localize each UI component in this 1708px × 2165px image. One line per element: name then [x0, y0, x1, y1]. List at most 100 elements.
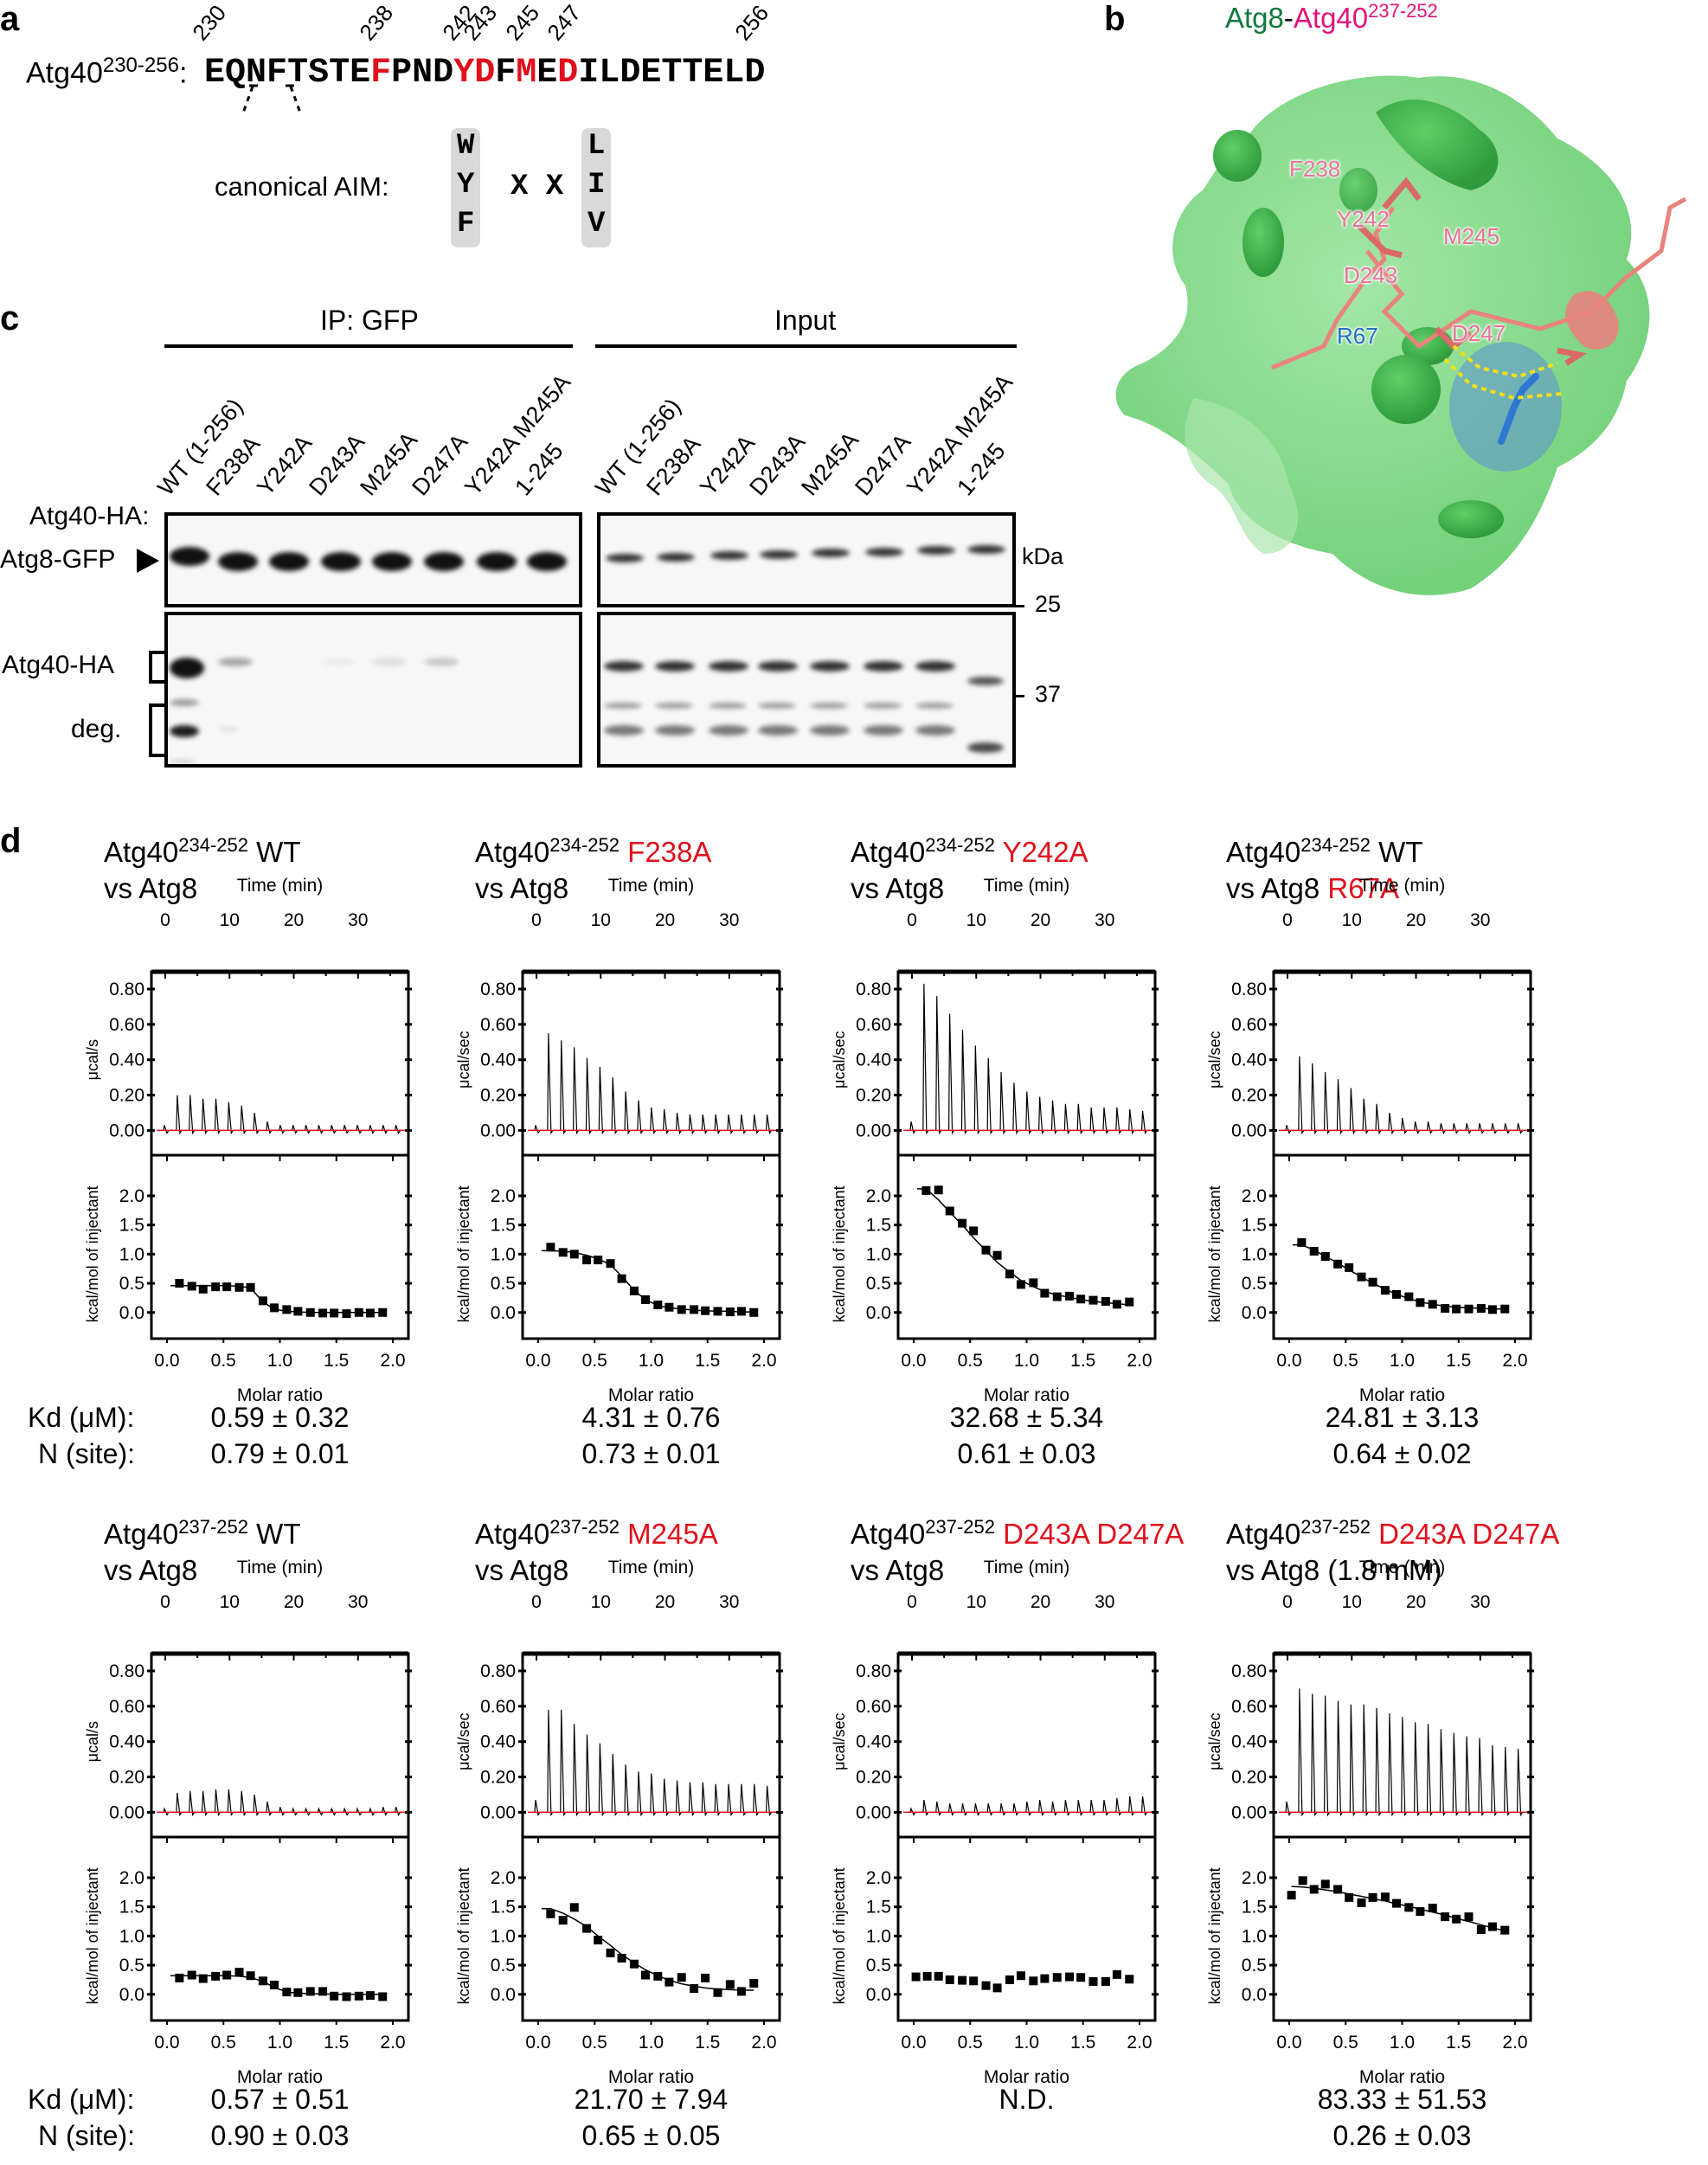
input-atg8-gfp-band — [967, 544, 1005, 554]
aim-residue-I: I — [588, 169, 606, 202]
arrowhead-icon — [137, 549, 159, 573]
aim-connector-lines — [241, 84, 303, 116]
ip-atg8-gfp-band — [424, 552, 464, 571]
itc-chart: Time (min) 0 10 20 30 0.80 0.60 0.40 0.20 0.00 μca… — [84, 876, 412, 1405]
svg-text:0.0: 0.0 — [491, 1303, 516, 1323]
itc-chart: Time (min) 0 10 20 30 0.80 0.60 0.40 0.20 0.00 μca… — [831, 876, 1159, 1405]
svg-text:20: 20 — [284, 1592, 304, 1612]
residue-21: E — [640, 54, 662, 93]
blot-ip-atg40-ha — [164, 612, 582, 768]
svg-text:30: 30 — [348, 1592, 368, 1612]
svg-text:0.0: 0.0 — [1276, 2033, 1301, 2053]
aim-hydrophobic-box — [581, 128, 611, 247]
kd-value: 0.57 ± 0.51 — [210, 2084, 350, 2115]
svg-text:20: 20 — [1031, 1592, 1050, 1612]
itc-title: Atg40234-252 Y242A vs Atg8 — [851, 834, 1088, 904]
svg-text:1.0: 1.0 — [267, 2033, 292, 2053]
enthalpy-axis-label: kcal/mol of injectant — [455, 1185, 472, 1322]
ip-atg8-gfp-band — [372, 552, 412, 571]
n-value: 0.73 ± 0.01 — [581, 1438, 721, 1469]
residue-label-d247: D247 — [1452, 320, 1506, 346]
svg-text:2.0: 2.0 — [1127, 1351, 1152, 1371]
svg-text:2.0: 2.0 — [751, 1351, 776, 1371]
panel-b-label: b — [1104, 0, 1126, 38]
svg-text:0.5: 0.5 — [119, 1956, 144, 1975]
time-axis-label: Time (min) — [1359, 876, 1446, 896]
sequence-range: 230-256 — [102, 54, 179, 77]
molar-ratio-label: Molar ratio — [984, 2067, 1069, 2087]
aim-residue-W: W — [457, 130, 475, 163]
svg-text:0: 0 — [1282, 1592, 1293, 1612]
svg-text:0.0: 0.0 — [1276, 1351, 1301, 1371]
input-atg40-ha-band — [758, 661, 798, 671]
kd-value: 24.81 ± 3.13 — [1325, 1402, 1480, 1433]
residue-7: E — [350, 54, 371, 93]
svg-text:0: 0 — [160, 1592, 170, 1612]
panel-d-label: d — [0, 822, 22, 860]
title-atg8: Atg8 — [1225, 2, 1284, 34]
input-bracket — [595, 344, 1017, 348]
svg-text:0.40: 0.40 — [480, 1732, 516, 1752]
svg-text:0.0: 0.0 — [525, 2033, 550, 2053]
molar-ratio-label: Molar ratio — [608, 1385, 694, 1405]
svg-text:0.40: 0.40 — [1231, 1732, 1267, 1752]
svg-text:0.80: 0.80 — [856, 1661, 891, 1681]
svg-text:2.0: 2.0 — [119, 1868, 144, 1888]
enthalpy-axis-label: kcal/mol of injectant — [831, 1867, 848, 2004]
svg-text:0.0: 0.0 — [119, 1985, 144, 2005]
itc-chart: Time (min) 0 10 20 30 0.80 0.60 0.40 0.20 0.00 μca… — [1206, 1558, 1534, 2087]
input-atg8-gfp-band — [812, 549, 850, 557]
input-deg-band — [864, 703, 902, 709]
svg-text:10: 10 — [591, 1592, 611, 1612]
sequence-label: Atg40230-256: — [26, 54, 187, 90]
residue-23: T — [682, 54, 703, 93]
svg-text:20: 20 — [655, 1592, 675, 1612]
svg-text:0.40: 0.40 — [480, 1050, 516, 1070]
residue-12: Y — [453, 54, 475, 93]
svg-text:2.0: 2.0 — [380, 2033, 405, 2053]
kda-unit: kDa — [1022, 543, 1064, 569]
input-deg-band — [864, 725, 903, 736]
ip-deg-band — [170, 760, 196, 763]
svg-text:30: 30 — [719, 910, 739, 930]
residue-8: F — [370, 54, 392, 93]
svg-text:0.00: 0.00 — [1231, 1121, 1267, 1140]
svg-text:1.0: 1.0 — [866, 1926, 891, 1946]
aim-spacer: X X — [510, 170, 564, 203]
input-atg8-gfp-band — [917, 546, 955, 555]
svg-text:0.0: 0.0 — [154, 1351, 179, 1371]
svg-text:0.00: 0.00 — [109, 1121, 144, 1140]
svg-text:10: 10 — [966, 910, 986, 930]
ip-gfp-header: IP: GFP — [320, 305, 419, 336]
n-value: 0.79 ± 0.01 — [210, 1438, 350, 1469]
power-axis-label: μcal/sec — [831, 1712, 848, 1770]
svg-text:2.0: 2.0 — [751, 2033, 776, 2053]
svg-text:0.40: 0.40 — [109, 1732, 144, 1752]
input-atg40-ha-band — [810, 661, 850, 671]
svg-text:0: 0 — [160, 910, 170, 930]
itc-chart: Time (min) 0 10 20 30 0.80 0.60 0.40 0.20 0.00 μca… — [455, 876, 783, 1405]
residue-6: T — [329, 54, 350, 93]
mw-tick-37 — [1012, 695, 1024, 697]
itc-chart: Time (min) 0 10 20 30 0.80 0.60 0.40 0.20 0.00 μca… — [1206, 876, 1534, 1405]
input-deg-band — [810, 703, 848, 709]
time-axis-label: Time (min) — [237, 876, 324, 896]
input-atg40-ha-band — [915, 661, 955, 671]
svg-text:30: 30 — [1470, 1592, 1490, 1612]
residue-label-f238: F238 — [1289, 156, 1341, 182]
svg-text:10: 10 — [591, 910, 611, 930]
canonical-aim-label: canonical AIM: — [215, 171, 389, 202]
position-label-247: 247 — [541, 0, 586, 46]
residue-label-d243: D243 — [1344, 262, 1398, 288]
svg-text:20: 20 — [655, 910, 675, 930]
aim-residue-F: F — [457, 208, 475, 241]
ip-atg8-gfp-band — [269, 552, 309, 571]
ip-atg40-ha-band — [218, 658, 253, 666]
power-axis-label: μcal/sec — [455, 1712, 472, 1770]
residue-18: I — [578, 54, 600, 93]
svg-text:0.5: 0.5 — [1242, 1274, 1267, 1294]
input-atg8-gfp-band — [760, 549, 798, 559]
residue-label-m245: M245 — [1443, 223, 1500, 249]
ip-atg8-gfp-band — [170, 547, 209, 566]
svg-text:0.80: 0.80 — [480, 1661, 516, 1681]
